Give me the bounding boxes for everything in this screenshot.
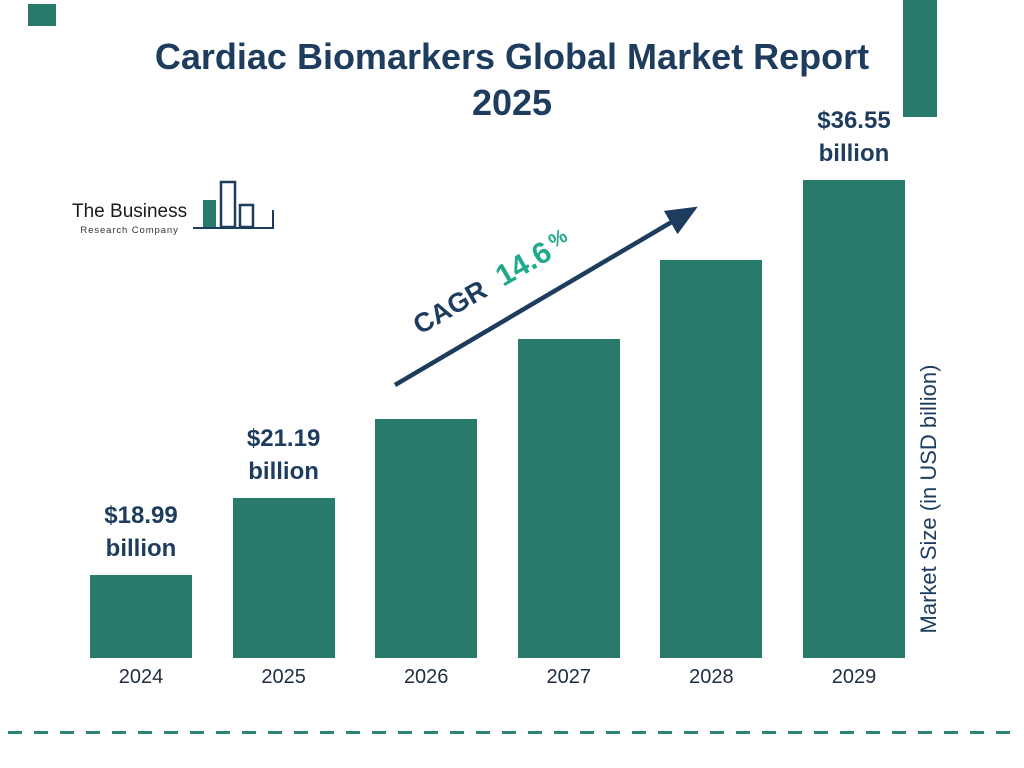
y-axis-label: Market Size (in USD billion): [916, 364, 941, 634]
bar-value-label: $21.19 billion: [247, 423, 320, 488]
bar-column: 2028: [660, 260, 763, 692]
bar: [375, 419, 478, 658]
cagr-percent-sign: %: [545, 225, 572, 253]
bar-value-amount: $18.99: [104, 502, 178, 530]
bar-year-label: 2025: [261, 666, 306, 688]
company-logo-name: The Business: [72, 201, 188, 222]
bar-value-unit: billion: [105, 534, 177, 562]
bar: [802, 180, 905, 658]
page-title-line1: Cardiac Biomarkers Global Market Report: [154, 36, 870, 77]
bar-year-label: 2024: [118, 666, 164, 688]
bar-value-amount: $21.19: [246, 425, 321, 453]
bar-column: $21.19 billion 2025: [232, 423, 335, 692]
page-title: Cardiac Biomarkers Global Market Report …: [0, 34, 1024, 126]
bar-column: 2026: [375, 419, 478, 692]
bar-value-unit: billion: [818, 139, 890, 167]
bar-column: 2027: [517, 339, 620, 692]
bar-year-label: 2026: [403, 666, 449, 688]
corner-accent-top-left: [28, 4, 56, 26]
bar-year-label: 2027: [546, 666, 592, 688]
company-logo: The Business Research Company: [72, 180, 283, 244]
cagr-label: CAGR 14.6 %: [407, 224, 577, 341]
bar: [90, 575, 192, 658]
bar-column: $36.55 billion 2029: [802, 105, 905, 692]
cagr-value: 14.6: [490, 235, 557, 293]
corner-accent-top-right: [903, 0, 937, 117]
company-logo-subname: Research Company: [80, 224, 179, 236]
bar: [660, 260, 763, 658]
company-logo-bars-icon: [193, 180, 275, 229]
bar-chart: $18.99 billion 2024 $21.19 billion 2025 2026 20…: [90, 105, 905, 692]
cagr-annotation: CAGR 14.6 %: [393, 206, 698, 387]
bar-year-label: 2028: [689, 666, 734, 688]
bar: [517, 339, 620, 658]
bar-year-label: 2029: [831, 666, 877, 688]
page-title-line2: 2025: [471, 82, 553, 124]
cagr-prefix: CAGR: [408, 274, 492, 340]
bar-value-label: $18.99 billion: [104, 500, 177, 565]
bar: [232, 498, 335, 658]
bar-value-amount: $36.55: [817, 107, 891, 135]
company-logo-text: The Business Research Company: [72, 201, 188, 236]
bar-value-unit: billion: [248, 457, 319, 485]
bar-column: $18.99 billion 2024: [90, 500, 192, 692]
bottom-dashed-divider: [8, 731, 1016, 734]
bar-value-label: $36.55 billion: [817, 105, 890, 170]
cagr-arrow: [393, 206, 698, 387]
